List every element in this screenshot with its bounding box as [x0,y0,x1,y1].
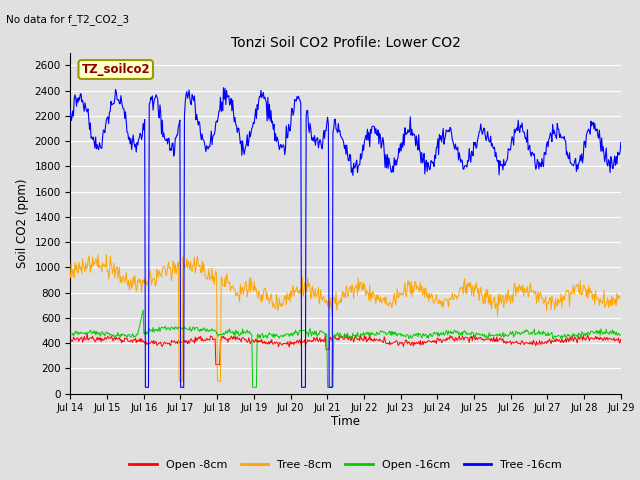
Text: TZ_soilco2: TZ_soilco2 [81,63,150,76]
Title: Tonzi Soil CO2 Profile: Lower CO2: Tonzi Soil CO2 Profile: Lower CO2 [230,36,461,50]
X-axis label: Time: Time [331,415,360,428]
Y-axis label: Soil CO2 (ppm): Soil CO2 (ppm) [16,179,29,268]
Legend: Open -8cm, Tree -8cm, Open -16cm, Tree -16cm: Open -8cm, Tree -8cm, Open -16cm, Tree -… [125,456,566,474]
Text: No data for f_T2_CO2_3: No data for f_T2_CO2_3 [6,14,129,25]
